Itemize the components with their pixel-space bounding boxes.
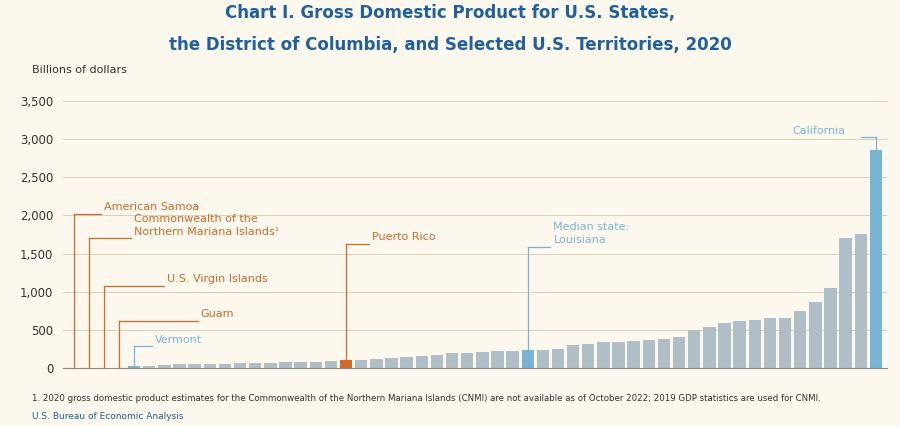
Text: Billions of dollars: Billions of dollars [32,65,126,75]
Bar [188,364,201,368]
Text: Vermont: Vermont [156,335,202,345]
Text: Chart I. Gross Domestic Product for U.S. States,: Chart I. Gross Domestic Product for U.S.… [225,4,675,22]
Bar [234,363,247,368]
Bar [840,238,851,368]
Bar [279,362,292,368]
Bar [734,321,746,368]
Bar [658,339,670,368]
Bar [325,361,338,368]
Bar [567,345,580,368]
Bar [461,353,473,368]
Text: 1. 2020 gross domestic product estimates for the Commonwealth of the Northern Ma: 1. 2020 gross domestic product estimates… [32,394,820,403]
Text: U.S. Virgin Islands: U.S. Virgin Islands [167,274,268,284]
Text: Median state:
Louisiana: Median state: Louisiana [554,222,630,245]
Bar [536,350,549,368]
Bar [249,363,262,368]
Bar [688,330,700,368]
Text: Puerto Rico: Puerto Rico [372,232,436,242]
Bar [809,302,822,368]
Text: American Samoa: American Samoa [104,202,199,212]
Bar [718,323,731,368]
Bar [128,366,140,368]
Bar [355,360,367,368]
Bar [598,342,609,368]
Bar [143,366,156,368]
Bar [794,311,806,368]
Bar [778,317,791,368]
Bar [643,340,655,368]
Bar [824,288,837,368]
Bar [340,360,352,368]
Text: California: California [793,126,846,136]
Text: Guam: Guam [201,309,234,320]
Bar [203,364,216,368]
Bar [416,356,428,368]
Text: U.S. Bureau of Economic Analysis: U.S. Bureau of Economic Analysis [32,412,183,421]
Bar [370,359,382,368]
Bar [703,327,716,368]
Bar [158,365,171,368]
Bar [582,344,595,368]
Bar [869,150,882,368]
Bar [627,341,640,368]
Bar [749,320,761,368]
Bar [764,318,776,368]
Bar [310,362,322,368]
Bar [174,364,185,368]
Bar [431,355,443,368]
Bar [612,342,625,368]
Bar [507,351,518,368]
Bar [673,337,685,368]
Bar [491,351,504,368]
Bar [446,353,458,368]
Bar [265,363,276,368]
Bar [400,357,413,368]
Bar [385,358,398,368]
Text: the District of Columbia, and Selected U.S. Territories, 2020: the District of Columbia, and Selected U… [168,36,732,54]
Bar [294,362,307,368]
Bar [521,350,534,368]
Bar [552,349,564,368]
Bar [476,352,489,368]
Text: Commonwealth of the
Northern Mariana Islands¹: Commonwealth of the Northern Mariana Isl… [134,213,279,237]
Bar [855,234,867,368]
Bar [219,364,231,368]
